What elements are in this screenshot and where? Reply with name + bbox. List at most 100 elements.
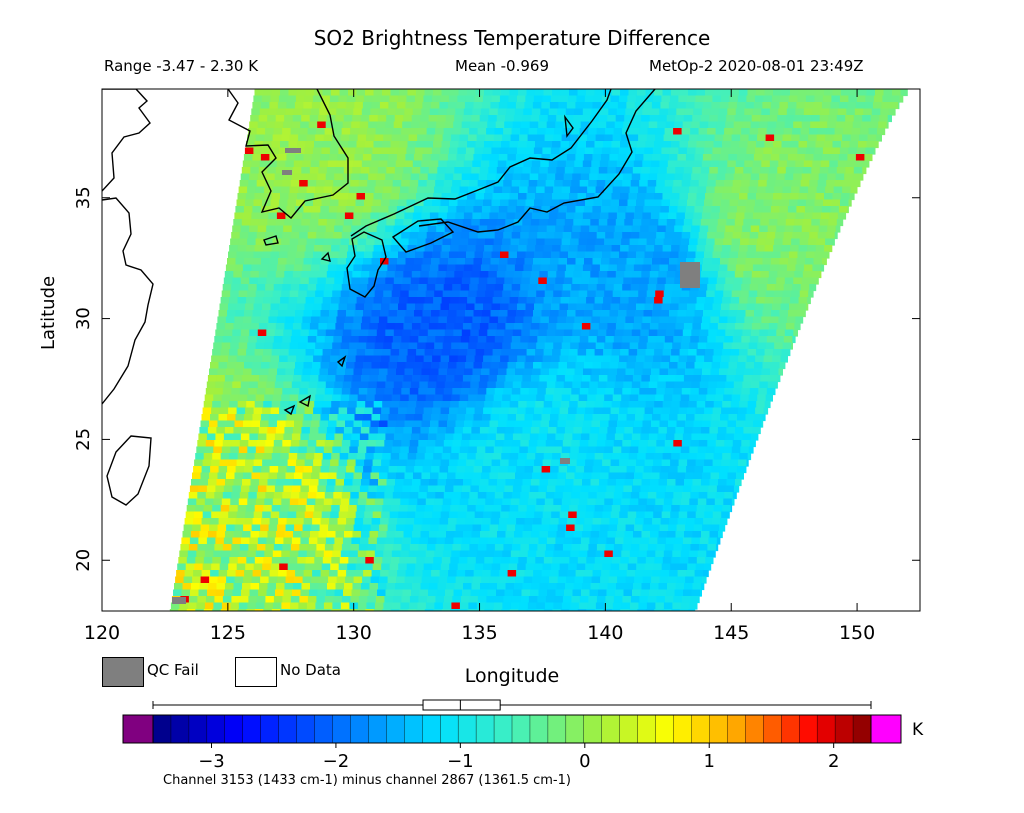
heatmap-cell (630, 180, 640, 188)
heatmap-cell (560, 245, 570, 253)
heatmap-cell (715, 232, 725, 240)
heatmap-cell (442, 498, 452, 506)
heatmap-cell (454, 115, 464, 123)
heatmap-cell (791, 342, 793, 350)
heatmap-cell (468, 446, 478, 454)
heatmap-cell (252, 362, 262, 370)
heatmap-cell (364, 251, 374, 259)
heatmap-cell (711, 258, 721, 266)
heatmap-cell (236, 511, 246, 519)
heatmap-cell (198, 433, 208, 441)
heatmap-cell (536, 342, 546, 350)
heatmap-cell (264, 498, 274, 506)
heatmap-cell (533, 414, 543, 422)
heatmap-cell (447, 206, 457, 214)
heatmap-cell (322, 245, 332, 253)
heatmap-cell (397, 310, 407, 318)
heatmap-cell (605, 284, 615, 292)
heatmap-cell (264, 394, 274, 402)
heatmap-cell (401, 180, 411, 188)
heatmap-cell (672, 446, 682, 454)
heatmap-cell (737, 310, 747, 318)
heatmap-cell (418, 128, 428, 136)
heatmap-cell (381, 511, 391, 519)
heatmap-cell (277, 154, 287, 162)
heatmap-cell (604, 498, 614, 506)
heatmap-cell (710, 472, 720, 480)
heatmap-cell (235, 310, 245, 318)
heatmap-cell (692, 323, 702, 331)
heatmap-cell (707, 544, 717, 552)
heatmap-cell (695, 199, 705, 207)
heatmap-cell (468, 134, 478, 142)
heatmap-cell (263, 297, 273, 305)
heatmap-cell (282, 336, 292, 344)
heatmap-cell (310, 264, 320, 272)
heatmap-cell (305, 89, 315, 97)
heatmap-cell (430, 154, 440, 162)
heatmap-cell (703, 147, 713, 155)
heatmap-cell (204, 498, 214, 506)
heatmap-cell (679, 245, 689, 253)
heatmap-cell (717, 271, 727, 279)
heatmap-cell (536, 394, 546, 402)
heatmap-cell (491, 95, 501, 103)
heatmap-cell (546, 537, 556, 545)
heatmap-cell (260, 420, 270, 428)
heatmap-cell (518, 349, 528, 357)
heatmap-cell (261, 147, 271, 155)
heatmap-cell (565, 160, 575, 168)
heatmap-cell (652, 414, 662, 422)
heatmap-cell (346, 147, 356, 155)
heatmap-cell (220, 453, 230, 461)
heatmap-cell (510, 342, 520, 350)
heatmap-cell (616, 316, 626, 324)
heatmap-cell (349, 498, 359, 506)
heatmap-cell (812, 108, 822, 116)
heatmap-cell (332, 342, 342, 350)
heatmap-cell (824, 89, 834, 97)
heatmap-cell (382, 141, 392, 149)
heatmap-cell (393, 173, 403, 181)
heatmap-cell (340, 498, 350, 506)
heatmap-cell (384, 492, 394, 500)
heatmap-cell (223, 277, 233, 285)
heatmap-cell (738, 199, 748, 207)
heatmap-cell (405, 258, 415, 266)
heatmap-cell (588, 544, 598, 552)
heatmap-cell (634, 472, 644, 480)
heatmap-cell (756, 193, 766, 201)
heatmap-cell (571, 180, 581, 188)
heatmap-cell (355, 95, 365, 103)
heatmap-cell (376, 277, 386, 285)
heatmap-cell (512, 381, 522, 389)
heatmap-cell (531, 212, 541, 220)
heatmap-cell (623, 433, 633, 441)
heatmap-cell (423, 303, 433, 311)
heatmap-cell (572, 121, 582, 129)
heatmap-cell (815, 193, 825, 201)
heatmap-cell (242, 264, 252, 272)
heatmap-cell (773, 245, 783, 253)
heatmap-cell (511, 128, 521, 136)
heatmap-cell (827, 173, 837, 181)
heatmap-cell (675, 427, 685, 435)
heatmap-cell (413, 154, 423, 162)
heatmap-cell (796, 258, 806, 266)
heatmap-cell (292, 375, 302, 383)
heatmap-cell (698, 284, 708, 292)
heatmap-cell (393, 381, 403, 389)
heatmap-cell (786, 264, 796, 272)
heatmap-cell (852, 121, 862, 129)
heatmap-cell (557, 160, 567, 168)
heatmap-cell (641, 479, 651, 487)
heatmap-cell (539, 167, 549, 175)
heatmap-cell (457, 199, 467, 207)
heatmap-cell (727, 160, 737, 168)
heatmap-cell (701, 316, 711, 324)
heatmap-cell (821, 102, 831, 110)
heatmap-cell (544, 550, 554, 558)
heatmap-cell (297, 193, 307, 201)
heatmap-cell (645, 401, 655, 409)
heatmap-cell (285, 316, 295, 324)
